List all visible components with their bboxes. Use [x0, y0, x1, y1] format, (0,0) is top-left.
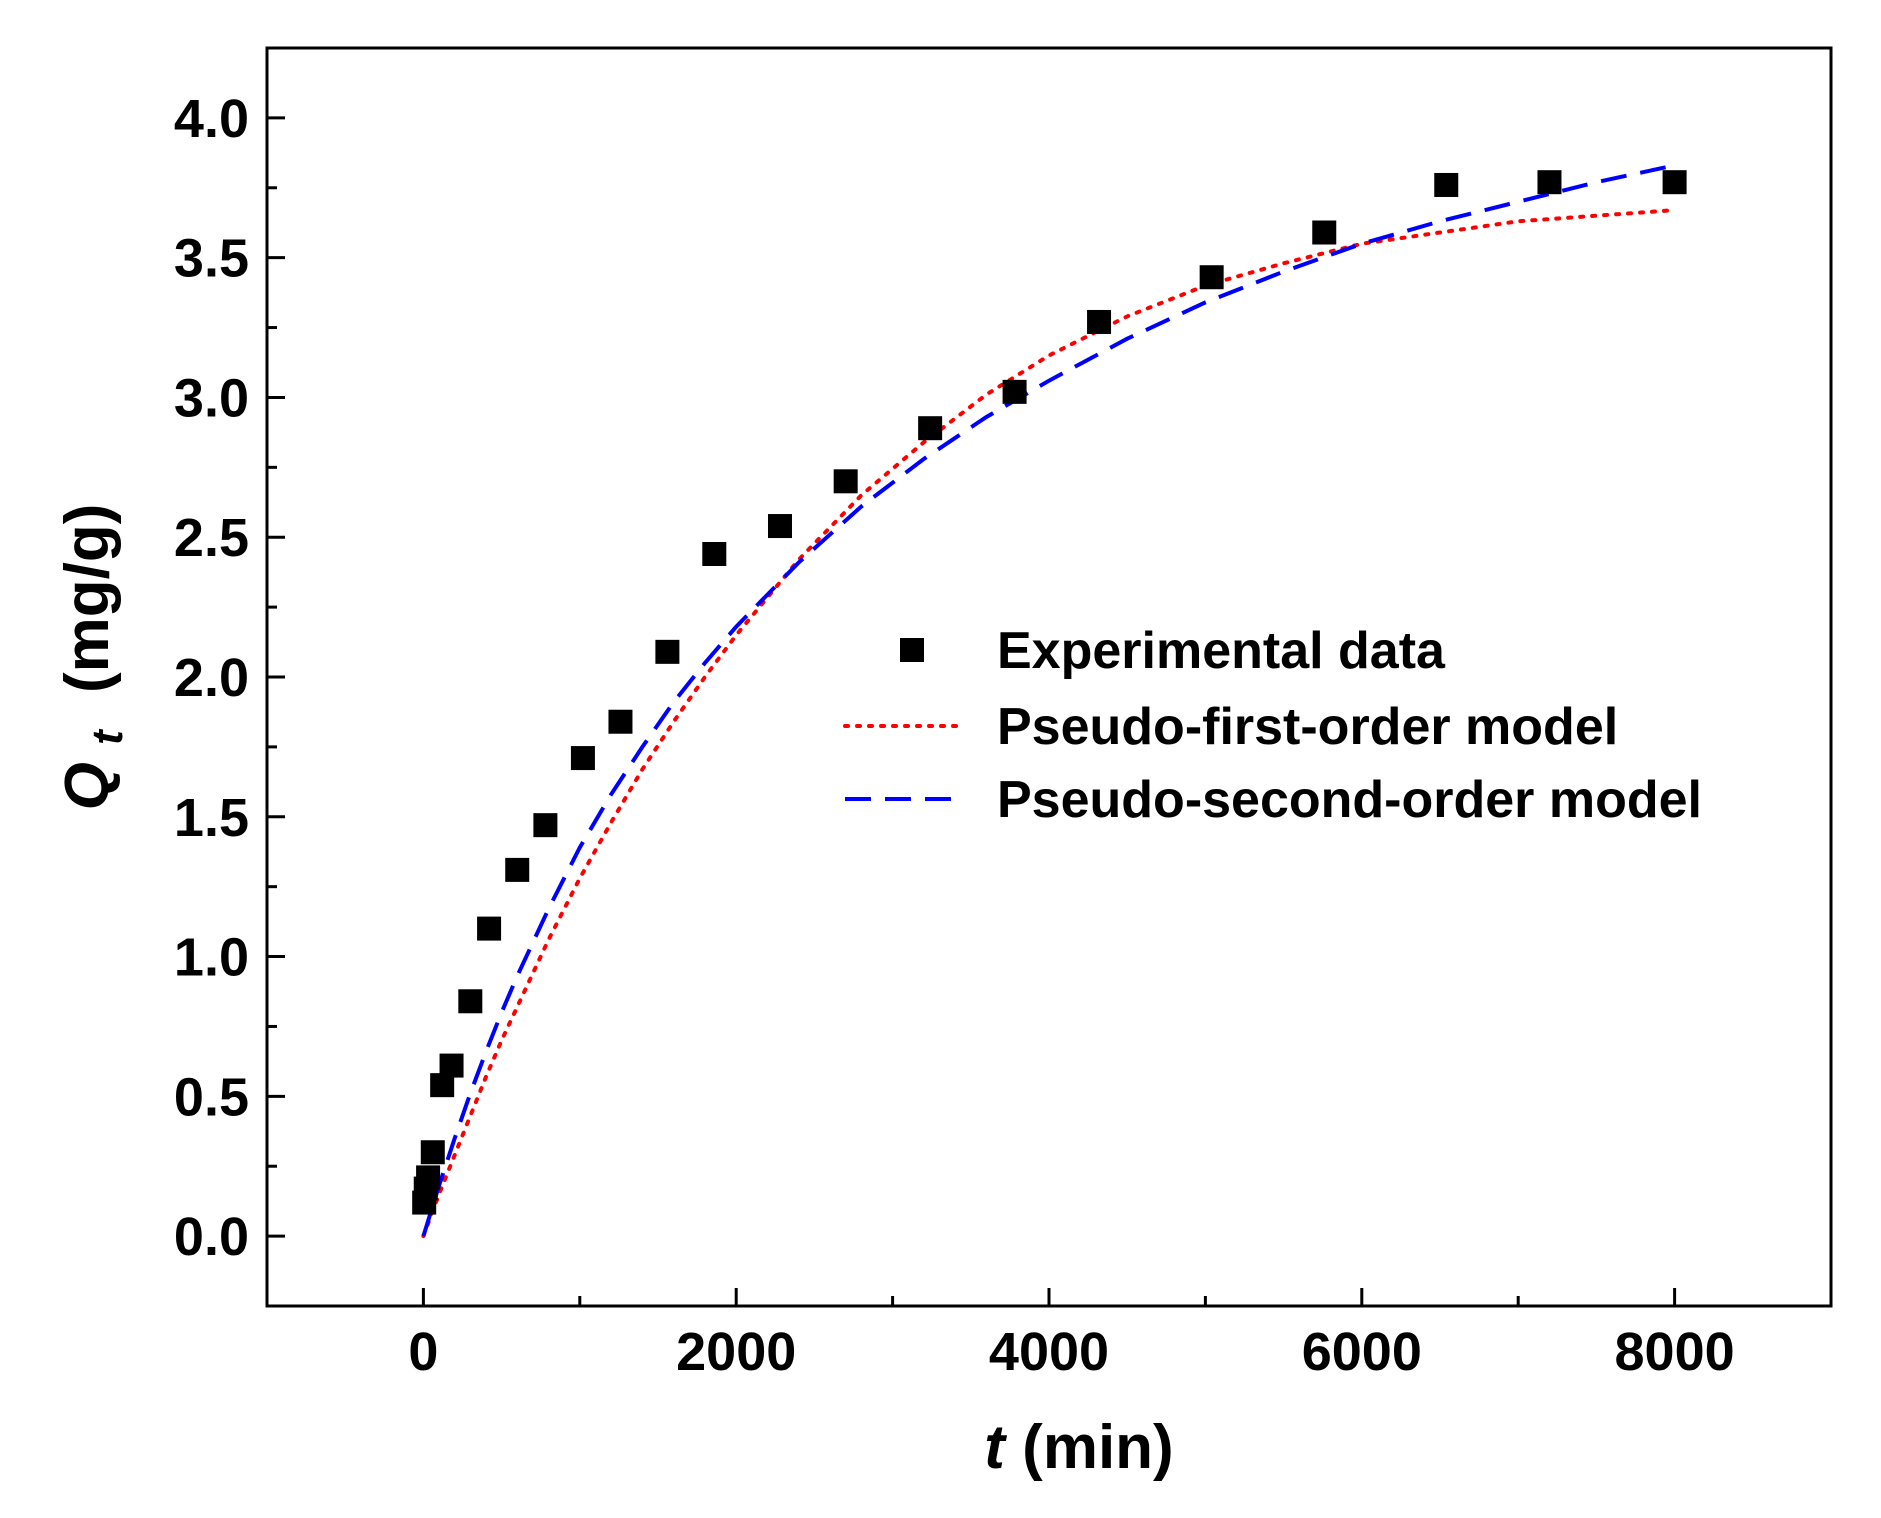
data-point [833, 469, 858, 494]
data-point [416, 1165, 441, 1190]
y-tick-label: 1.5 [174, 788, 249, 848]
data-point [918, 416, 943, 441]
data-point [1312, 220, 1337, 245]
data-point [608, 709, 633, 734]
data-point [1537, 170, 1562, 195]
data-point [458, 989, 483, 1014]
data-point [420, 1140, 445, 1165]
y-tick-label: 2.0 [174, 648, 249, 708]
data-point [655, 639, 680, 664]
data-point [767, 514, 792, 539]
x-axis-title: t (min) [984, 1413, 1173, 1482]
data-point [1002, 379, 1027, 404]
tick-labels: 0 2000 4000 6000 8000 0.0 0.5 1.0 1.5 2.0 2.5 3.0 3.… [174, 89, 1735, 1382]
data-point [1199, 265, 1224, 290]
y-tick-label: 3.0 [174, 368, 249, 428]
legend-label-pseudo-first-order: Pseudo-first-order model [997, 698, 1618, 756]
legend-label-pseudo-second-order: Pseudo-second-order model [997, 771, 1702, 829]
y-axis-unit: (mg/g) [53, 504, 122, 693]
y-tick-label: 0.0 [174, 1207, 249, 1267]
x-tick-label: 6000 [1302, 1322, 1422, 1382]
data-point [533, 813, 558, 838]
x-axis-unit: (min) [1022, 1413, 1174, 1482]
data-point [1662, 170, 1687, 195]
y-tick-label: 3.5 [174, 229, 249, 289]
legend-marker-experimental [900, 638, 924, 662]
x-tick-label: 0 [408, 1322, 438, 1382]
x-axis-variable: t [984, 1413, 1007, 1482]
x-tick-label: 8000 [1615, 1322, 1735, 1382]
plot-lines [421, 163, 1677, 1239]
y-tick-label: 4.0 [174, 89, 249, 149]
pseudo-second-order-curve [421, 163, 1676, 1237]
y-axis-variable: Q [53, 762, 122, 810]
y-tick-label: 2.5 [174, 508, 249, 568]
y-axis-title: Q t (mg/g) [53, 504, 136, 811]
data-point [1434, 172, 1459, 197]
x-tick-label: 4000 [989, 1322, 1109, 1382]
plot-markers [412, 170, 1687, 1215]
x-tick-label: 2000 [676, 1322, 796, 1382]
data-point [1087, 309, 1112, 334]
data-point [439, 1053, 464, 1078]
y-axis-subscript: t [83, 728, 132, 745]
legend: Experimental data Pseudo-first-order mod… [843, 622, 1702, 829]
y-tick-label: 0.5 [174, 1067, 249, 1127]
data-point [505, 857, 530, 882]
legend-label-experimental: Experimental data [997, 622, 1446, 680]
pseudo-first-order-curve [421, 208, 1677, 1239]
data-point [477, 916, 502, 941]
data-point [570, 746, 595, 771]
data-point [702, 541, 727, 566]
plot-frame [265, 46, 1833, 1308]
y-tick-label: 1.0 [174, 928, 249, 988]
axis-ticks [267, 116, 1677, 1306]
